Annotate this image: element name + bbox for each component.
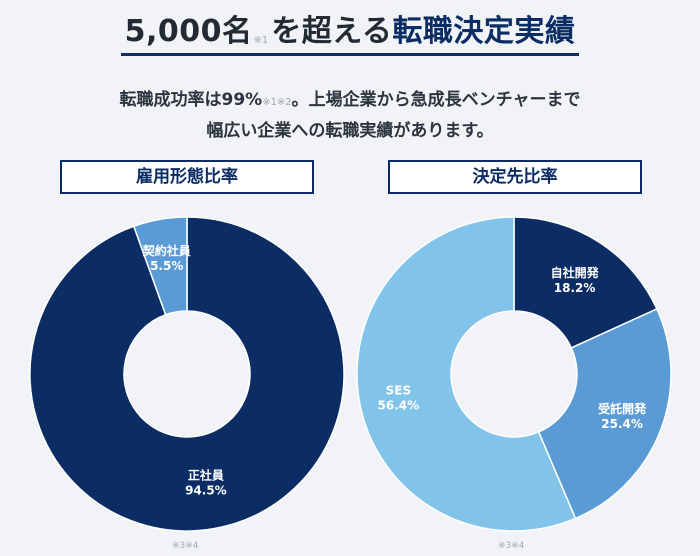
chart-0-slice-0-value: 94.5%: [185, 483, 227, 497]
headline-underline: [120, 53, 580, 56]
chart-1-slice-0: [513, 216, 658, 349]
chart-1-slice-1-value: 25.4%: [601, 417, 643, 431]
chart-1-slice-1-name: 受託開発: [598, 401, 647, 416]
chart-1-slice-0-name: 自社開発: [551, 265, 600, 280]
chart-0-slice-0-name: 正社員: [188, 467, 224, 482]
chart-0-slice-0: [29, 216, 345, 532]
chart-1-slice-1: [537, 307, 672, 520]
subtext: 転職成功率は99%※1※2。上場企業から急成長ベンチャーまで 幅広い企業への転職…: [0, 86, 700, 145]
subtext-line-1-b: 。上場企業から急成長ベンチャーまで: [291, 90, 581, 110]
chart-1-slice-0-value: 18.2%: [554, 281, 596, 295]
footnote-left: ※3※4: [172, 541, 199, 551]
headline-inner: 5,000名※1 を超える転職決定実績: [120, 6, 580, 56]
subtext-line-1: 転職成功率は99%※1※2。上場企業から急成長ベンチャーまで: [0, 86, 700, 117]
chart-0-slice-1-value: 5.5%: [150, 259, 183, 273]
chart-title-destination: 決定先比率: [388, 160, 642, 194]
headline-main: 5,000名: [124, 14, 253, 49]
headline-note: ※1: [253, 35, 269, 46]
headline-mid: を超える: [271, 14, 393, 49]
headline: 5,000名※1 を超える転職決定実績: [0, 6, 700, 56]
chart-0-slice-1: [132, 216, 188, 316]
chart-title-employment: 雇用形態比率: [60, 160, 314, 194]
chart-1-slice-2: [356, 216, 577, 532]
footnote-right: ※3※4: [498, 541, 525, 551]
chart-1-slice-2-name: SES: [386, 384, 411, 398]
chart-1-slice-2-value: 56.4%: [378, 399, 420, 413]
chart-0-slice-1-name: 契約社員: [142, 243, 191, 258]
subtext-note: ※1※2: [262, 97, 292, 108]
subtext-line-1-a: 転職成功率は99%: [119, 90, 263, 110]
headline-accent: 転職決定実績: [392, 14, 576, 49]
subtext-line-2: 幅広い企業への転職実績があります。: [206, 121, 494, 141]
